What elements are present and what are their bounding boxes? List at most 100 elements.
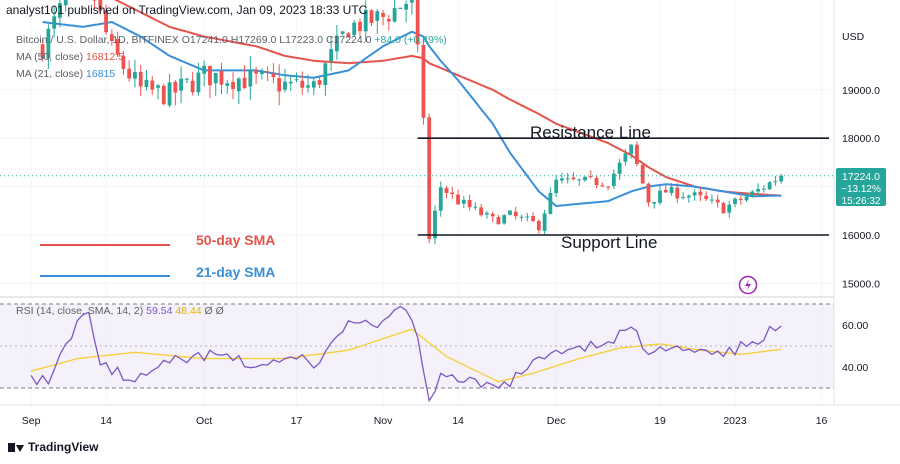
ma21-legend-value: 16815: [86, 68, 116, 80]
tradingview-brand[interactable]: TradingView: [8, 440, 98, 454]
candle-body: [381, 12, 385, 17]
candle-body: [404, 3, 409, 10]
candle-body: [606, 186, 610, 188]
ohlc-open: O17241.0: [181, 34, 228, 46]
candle-body: [594, 177, 599, 186]
candle-body: [46, 28, 51, 59]
candle-body: [288, 81, 293, 84]
time-tick-label: Nov: [374, 415, 393, 427]
candle-body: [156, 85, 160, 88]
rsi-pane[interactable]: [0, 303, 834, 403]
rsi-tick-label: 40.00: [842, 362, 868, 374]
candle-body: [427, 117, 432, 240]
candle-body: [554, 179, 559, 194]
candle-body: [52, 16, 57, 29]
candle-body: [767, 182, 772, 190]
ma21-legend-title: MA (21, close): [16, 68, 84, 80]
candle-body: [109, 34, 114, 41]
candle-body: [652, 201, 657, 204]
candle-body: [346, 33, 351, 38]
candle-body: [721, 203, 726, 214]
candle-body: [398, 7, 403, 9]
candle-body: [363, 9, 368, 32]
candle-body: [646, 183, 651, 203]
candle-body: [681, 197, 685, 199]
candle-body: [127, 68, 132, 79]
candle-body: [525, 216, 530, 218]
candle-body: [236, 78, 241, 92]
candle-body: [133, 71, 137, 79]
candle-body: [617, 162, 622, 174]
candle-body: [577, 179, 582, 181]
candle-body: [623, 153, 628, 162]
candle-body: [473, 206, 478, 208]
time-tick-label: 14: [100, 415, 112, 427]
candle-body: [560, 178, 564, 181]
candle-body: [583, 176, 587, 181]
candle-body: [779, 175, 784, 182]
candle-body: [277, 78, 282, 92]
candle-body: [225, 83, 230, 86]
ma50-legend-value: 16812.5: [86, 51, 124, 63]
time-tick-label: 19: [654, 415, 666, 427]
candle-body: [513, 211, 518, 217]
candle-body: [144, 79, 149, 87]
candle-body: [40, 44, 45, 59]
candle-body: [311, 81, 316, 88]
candle-body: [358, 21, 362, 32]
candle-body: [352, 22, 357, 36]
candle-body: [456, 194, 460, 205]
currency-label: USD: [842, 31, 865, 43]
ma21-legend[interactable]: MA (21, close) 16815: [16, 68, 115, 80]
tradingview-brand-label: TradingView: [28, 440, 99, 454]
candle-body: [340, 31, 345, 34]
ohlc-low: L17223.0: [279, 34, 324, 46]
price-tick-label: 18000.0: [842, 133, 880, 145]
rsi-legend-title: RSI (14, close, SMA, 14, 2): [16, 305, 144, 317]
candle-body: [750, 191, 755, 197]
candle-body: [715, 199, 720, 203]
last-price-change: −13.12%: [841, 184, 881, 195]
candle-body: [150, 80, 155, 90]
candle-body: [121, 55, 126, 69]
price-tick-label: 15000.0: [842, 278, 880, 290]
symbol-legend: Bitcoin / U.S. Dollar, 1D, BITFINEX O172…: [16, 34, 447, 46]
candle-body: [248, 70, 253, 87]
ma50-legend-title: MA (50, close): [16, 51, 84, 63]
candle-body: [444, 188, 449, 193]
candle-body: [98, 0, 103, 11]
candle-body: [686, 195, 691, 198]
candle-body: [184, 78, 189, 80]
time-tick-label: 17: [291, 415, 303, 427]
candle-body: [600, 185, 605, 187]
candle-body: [317, 80, 322, 85]
price-tick-label: 19000.0: [842, 85, 880, 97]
candle-body: [369, 10, 374, 23]
price-tick-label: 16000.0: [842, 230, 880, 242]
rsi-legend-extra-2: Ø: [215, 305, 224, 317]
candle-body: [375, 11, 380, 21]
candle-body: [219, 70, 224, 85]
rsi-tick-label: 60.00: [842, 320, 868, 332]
candle-body: [410, 0, 414, 3]
ma50-legend[interactable]: MA (50, close) 16812.5: [16, 51, 124, 63]
candle-body: [213, 72, 218, 84]
candle-body: [588, 176, 593, 178]
candle-body: [704, 195, 709, 200]
tradingview-logo-icon: [8, 443, 24, 453]
lightning-icon[interactable]: [738, 275, 758, 295]
candle-body: [542, 213, 547, 231]
last-price-badge-background: [836, 168, 886, 206]
candle-body: [519, 216, 524, 218]
candle-body: [502, 215, 507, 224]
rsi-legend[interactable]: RSI (14, close, SMA, 14, 2) 59.54 48.44 …: [16, 305, 224, 317]
candle-body: [242, 77, 247, 89]
candle-body: [773, 181, 778, 183]
candle-body: [485, 212, 489, 215]
candle-body: [663, 189, 668, 193]
candle-body: [450, 192, 455, 195]
candle-body: [698, 191, 703, 196]
candle-body: [565, 178, 570, 180]
candle-body: [190, 80, 195, 93]
